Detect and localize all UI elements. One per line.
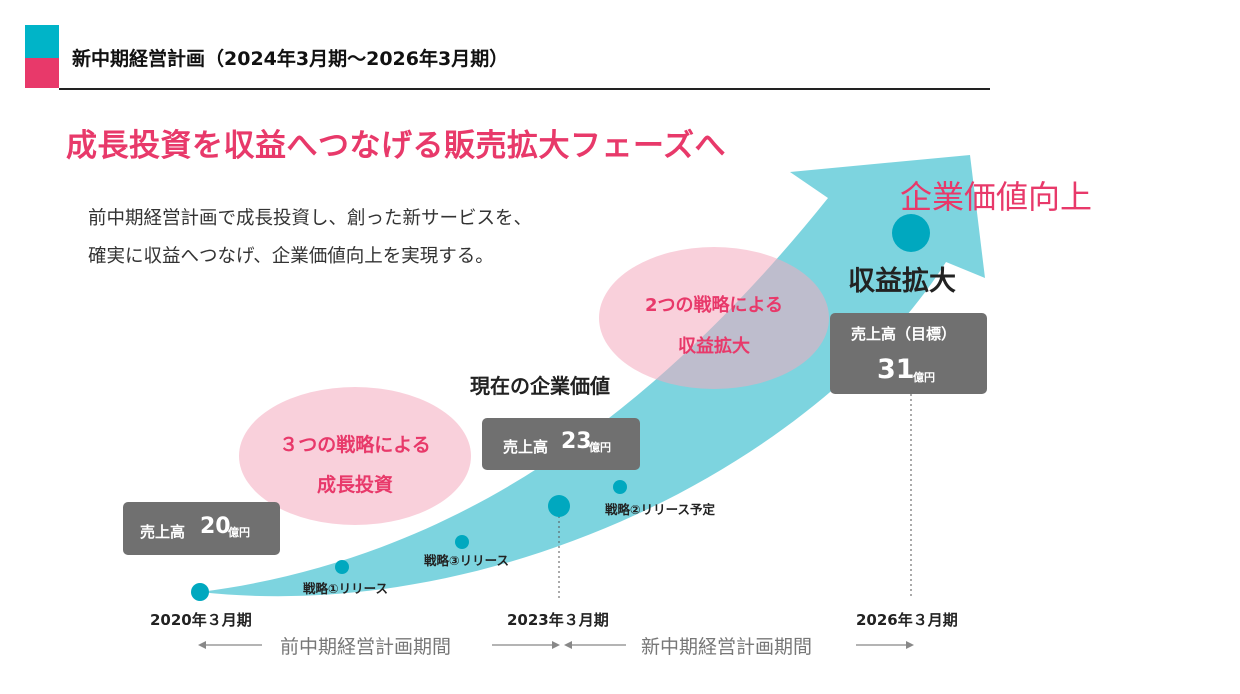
target-sales-unit: 億円 <box>913 371 935 384</box>
sales-unit: 億円 <box>589 441 611 454</box>
page-title: 新中期経営計画（2024年3月期～2026年3月期） <box>72 48 509 70</box>
header-accent-teal <box>25 25 59 58</box>
sales-value: 20 <box>200 514 231 539</box>
year-2020: 2020年３月期 <box>150 611 252 629</box>
start-dot <box>191 583 209 601</box>
sales-box-2020: 売上高 20 億円 <box>123 502 280 555</box>
description-line-1: 前中期経営計画で成長投資し、創った新サービスを、 <box>88 208 533 229</box>
sales-label: 売上高 <box>140 523 186 541</box>
header-accent-pink <box>25 58 59 88</box>
corporate-value-label: 企業価値向上 <box>900 178 1093 216</box>
profit-expansion-bubble <box>599 247 829 389</box>
milestone-strategy3: 戦略③リリース <box>424 553 509 568</box>
strategy1-dot <box>335 560 349 574</box>
growth-bubble-line-1: ３つの戦略による <box>279 434 431 456</box>
year-2026: 2026年３月期 <box>856 611 958 629</box>
target-sales-value: 31 <box>877 354 915 385</box>
sales-box-2026-target: 売上高（目標） 31 億円 <box>830 313 987 394</box>
description-line-2: 確実に収益へつなげ、企業価値向上を実現する。 <box>88 246 494 267</box>
milestone-strategy1: 戦略①リリース <box>303 581 388 596</box>
profit-bubble-line-2: 収益拡大 <box>678 336 750 357</box>
profit-expansion-label: 収益拡大 <box>848 266 956 297</box>
previous-plan-period: 前中期経営計画期間 <box>280 636 452 658</box>
milestone-strategy2: 戦略②リリース予定 <box>605 502 715 517</box>
sales-label: 売上高 <box>503 438 549 456</box>
strategy3-dot <box>455 535 469 549</box>
header-divider <box>59 88 990 90</box>
strategy2-dot <box>613 480 627 494</box>
profit-bubble-line-1: 2つの戦略による <box>645 295 783 316</box>
sales-unit: 億円 <box>228 526 250 539</box>
goal-dot <box>892 214 930 252</box>
current-value-label: 現在の企業価値 <box>470 374 610 398</box>
sales-value: 23 <box>561 429 592 454</box>
headline: 成長投資を収益へつなげる販売拡大フェーズへ <box>66 128 726 164</box>
target-sales-label: 売上高（目標） <box>851 325 957 343</box>
year-2023: 2023年３月期 <box>507 611 609 629</box>
new-plan-period: 新中期経営計画期間 <box>641 636 813 658</box>
current-dot <box>548 495 570 517</box>
sales-box-2023: 売上高 23 億円 <box>482 418 640 470</box>
growth-bubble-line-2: 成長投資 <box>316 474 393 496</box>
